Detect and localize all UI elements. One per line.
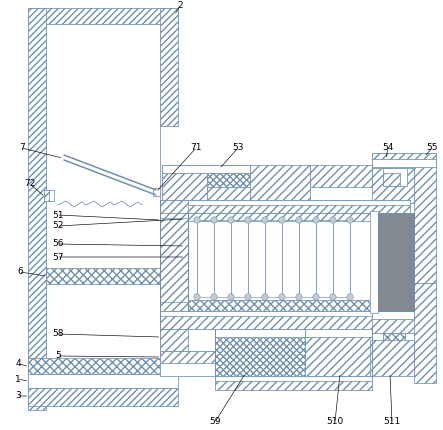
Circle shape bbox=[330, 217, 336, 223]
Circle shape bbox=[228, 217, 234, 223]
Circle shape bbox=[347, 294, 353, 300]
Text: 51: 51 bbox=[52, 211, 64, 219]
Bar bbox=[160, 200, 410, 205]
Bar bbox=[160, 311, 410, 329]
Text: 59: 59 bbox=[209, 418, 221, 427]
Bar bbox=[383, 333, 405, 341]
Bar bbox=[160, 329, 188, 351]
Circle shape bbox=[262, 217, 268, 223]
Text: 4: 4 bbox=[15, 359, 21, 369]
Text: 6: 6 bbox=[17, 267, 23, 276]
Bar bbox=[28, 8, 46, 410]
Bar bbox=[28, 388, 178, 406]
Bar bbox=[372, 153, 436, 159]
Bar bbox=[188, 213, 378, 311]
Bar bbox=[372, 153, 436, 167]
Bar bbox=[250, 165, 310, 200]
Bar bbox=[188, 300, 378, 311]
Bar bbox=[160, 213, 188, 311]
Bar bbox=[184, 252, 194, 262]
Circle shape bbox=[279, 217, 285, 223]
Bar bbox=[383, 168, 407, 186]
Bar bbox=[153, 188, 160, 196]
Bar bbox=[44, 190, 49, 201]
Bar bbox=[414, 283, 436, 383]
Bar bbox=[370, 340, 414, 376]
Circle shape bbox=[194, 217, 200, 223]
Text: 3: 3 bbox=[15, 391, 21, 400]
Text: 5: 5 bbox=[55, 351, 61, 360]
Bar bbox=[184, 240, 192, 252]
Text: 54: 54 bbox=[382, 144, 394, 153]
Bar bbox=[160, 200, 188, 330]
Bar bbox=[215, 376, 372, 381]
Bar bbox=[184, 213, 192, 225]
Circle shape bbox=[347, 217, 353, 223]
Circle shape bbox=[211, 217, 217, 223]
Text: 510: 510 bbox=[326, 418, 344, 427]
Circle shape bbox=[228, 294, 234, 300]
Text: 52: 52 bbox=[52, 221, 64, 230]
Bar bbox=[372, 311, 414, 319]
Circle shape bbox=[296, 294, 302, 300]
Bar bbox=[372, 158, 414, 168]
Text: 58: 58 bbox=[52, 329, 64, 338]
Bar bbox=[162, 165, 250, 173]
Circle shape bbox=[296, 217, 302, 223]
Circle shape bbox=[313, 294, 319, 300]
Bar bbox=[160, 200, 410, 218]
Text: 57: 57 bbox=[52, 252, 64, 261]
Bar bbox=[305, 329, 372, 376]
Bar bbox=[215, 329, 305, 376]
Text: 72: 72 bbox=[24, 179, 36, 188]
Text: 71: 71 bbox=[190, 144, 202, 153]
Bar bbox=[207, 187, 250, 200]
Bar bbox=[28, 374, 178, 388]
Bar bbox=[162, 173, 207, 200]
Text: 2: 2 bbox=[177, 1, 183, 10]
Bar bbox=[372, 158, 414, 203]
Circle shape bbox=[245, 294, 251, 300]
Circle shape bbox=[330, 294, 336, 300]
Bar bbox=[160, 311, 410, 316]
Bar bbox=[215, 329, 305, 337]
Bar bbox=[46, 24, 160, 378]
Circle shape bbox=[313, 217, 319, 223]
Bar bbox=[46, 268, 160, 284]
Text: 56: 56 bbox=[52, 240, 64, 249]
Text: 511: 511 bbox=[383, 418, 400, 427]
Text: 55: 55 bbox=[426, 144, 438, 153]
Bar bbox=[372, 311, 436, 333]
Circle shape bbox=[245, 217, 251, 223]
Bar bbox=[383, 173, 400, 186]
Bar bbox=[378, 213, 414, 311]
Bar bbox=[28, 358, 178, 374]
Bar bbox=[305, 329, 372, 337]
Circle shape bbox=[211, 294, 217, 300]
Text: 7: 7 bbox=[19, 144, 25, 153]
Bar bbox=[310, 165, 372, 187]
Bar bbox=[370, 211, 378, 313]
Bar bbox=[383, 333, 405, 347]
Circle shape bbox=[194, 294, 200, 300]
Text: 53: 53 bbox=[232, 144, 244, 153]
Bar bbox=[160, 8, 178, 126]
Bar bbox=[160, 351, 215, 376]
Bar bbox=[28, 8, 178, 24]
Circle shape bbox=[262, 294, 268, 300]
Circle shape bbox=[279, 294, 285, 300]
Bar bbox=[44, 190, 54, 201]
Bar bbox=[162, 165, 250, 200]
Bar bbox=[215, 376, 372, 390]
Text: 1: 1 bbox=[15, 375, 21, 384]
Bar bbox=[414, 153, 436, 283]
Bar bbox=[207, 173, 250, 187]
Bar bbox=[188, 213, 378, 221]
Bar bbox=[160, 351, 215, 363]
